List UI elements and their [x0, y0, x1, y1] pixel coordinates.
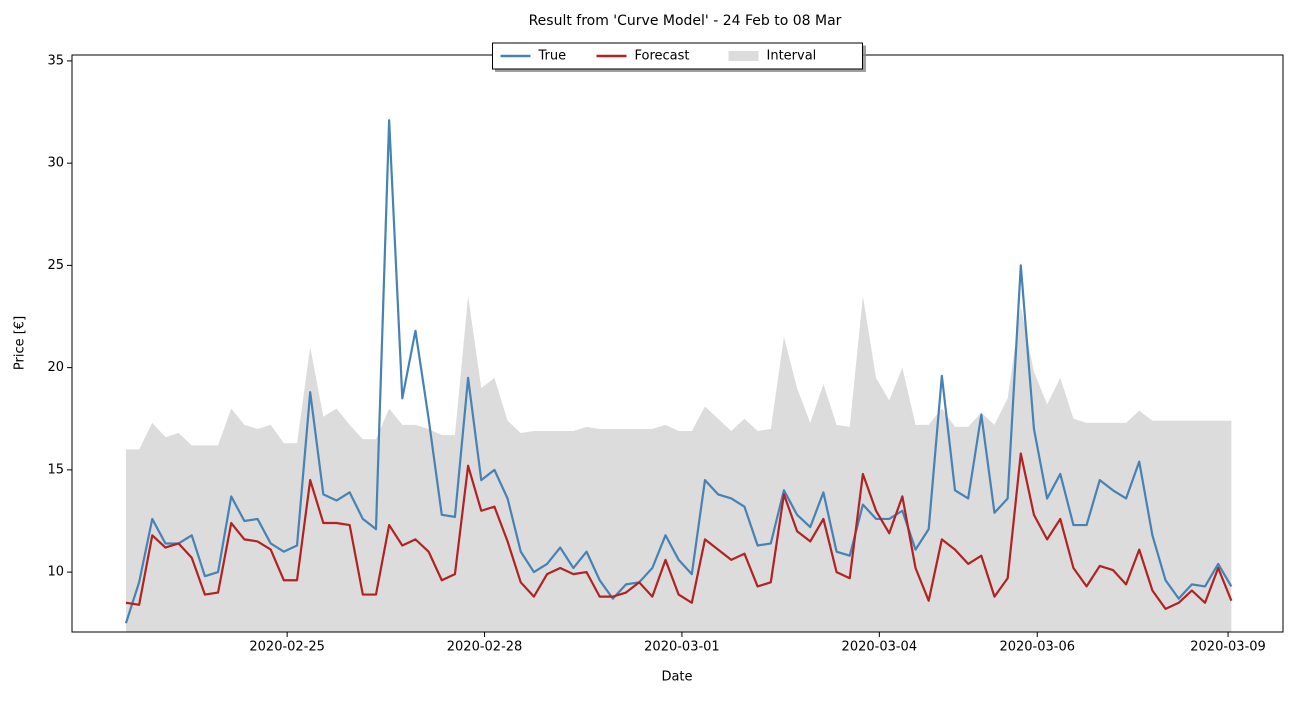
y-tick-label: 20 — [47, 360, 64, 375]
legend-label: Interval — [767, 49, 817, 64]
chart-title: Result from 'Curve Model' - 24 Feb to 08… — [529, 13, 842, 29]
y-tick-label: 15 — [47, 462, 64, 477]
y-axis-label: Price [€] — [13, 316, 28, 370]
x-tick-label: 2020-03-06 — [999, 640, 1075, 655]
legend: True Forecast Interval — [492, 42, 863, 70]
legend-label: Forecast — [635, 49, 690, 64]
y-tick-label: 35 — [47, 53, 64, 68]
legend-swatch — [728, 51, 759, 61]
y-tick-label: 30 — [47, 156, 64, 171]
series-line — [124, 119, 1233, 624]
x-tick-label: 2020-03-01 — [644, 640, 720, 655]
series-line — [125, 452, 1233, 610]
x-tick-label: 2020-03-04 — [842, 640, 918, 655]
y-tick-label: 25 — [47, 258, 64, 273]
x-tick-label: 2020-02-28 — [447, 640, 523, 655]
x-axis-label: Date — [661, 670, 692, 685]
y-tick-label: 10 — [47, 565, 64, 580]
plot-area — [124, 119, 1233, 632]
x-tick-label: 2020-02-25 — [249, 640, 325, 655]
legend-box — [492, 42, 863, 70]
legend-label: True — [538, 49, 567, 64]
x-tick-label: 2020-03-09 — [1190, 640, 1266, 655]
interval-band — [125, 296, 1232, 632]
